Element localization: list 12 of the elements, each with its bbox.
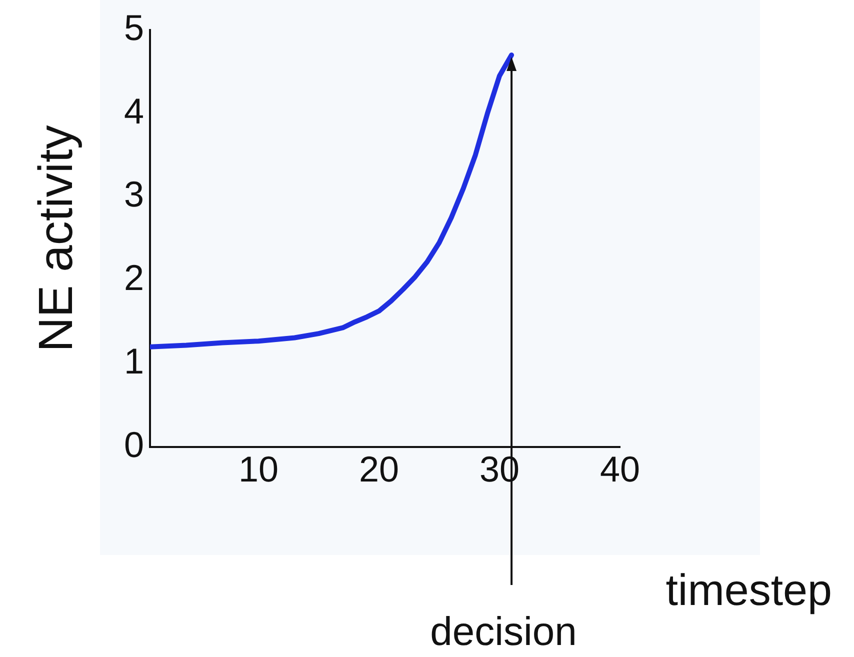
y-tick-label: 3 xyxy=(124,174,144,215)
y-axis-title: NE activity xyxy=(30,125,84,352)
y-tick-label: 4 xyxy=(124,90,144,132)
annotation: decision xyxy=(430,610,577,654)
y-tick-label: 2 xyxy=(124,257,144,298)
x-axis-title: timestep xyxy=(666,566,832,615)
x-tick-label: 40 xyxy=(600,448,640,490)
y-tick-label: 5 xyxy=(124,6,144,48)
y-tick-label: 1 xyxy=(124,340,144,382)
x-tick-label: 20 xyxy=(358,448,399,490)
y-tick-label: 0 xyxy=(124,424,144,465)
x-tick-label: 10 xyxy=(238,448,278,490)
